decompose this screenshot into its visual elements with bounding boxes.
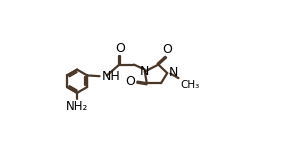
Text: N: N — [168, 66, 178, 79]
Text: CH₃: CH₃ — [180, 80, 199, 90]
Text: O: O — [115, 42, 125, 54]
Text: O: O — [162, 43, 172, 56]
Text: NH₂: NH₂ — [66, 100, 88, 113]
Text: O: O — [126, 75, 135, 88]
Text: N: N — [140, 65, 150, 78]
Text: NH: NH — [102, 70, 121, 83]
